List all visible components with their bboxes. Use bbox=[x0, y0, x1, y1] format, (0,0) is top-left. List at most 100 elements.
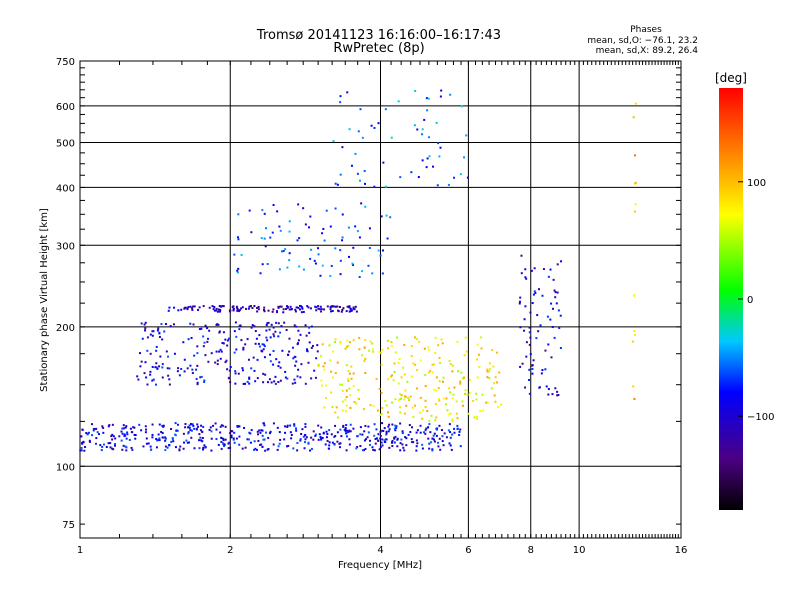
data-point bbox=[441, 435, 444, 438]
data-point bbox=[92, 428, 95, 431]
data-point bbox=[269, 430, 272, 433]
data-point bbox=[230, 429, 233, 432]
data-point bbox=[298, 265, 301, 268]
data-point bbox=[488, 368, 491, 371]
data-point bbox=[202, 335, 205, 338]
data-point bbox=[464, 336, 467, 339]
data-point bbox=[385, 404, 388, 407]
data-point bbox=[409, 395, 412, 398]
data-point bbox=[431, 371, 434, 374]
data-point bbox=[396, 438, 399, 441]
data-point bbox=[364, 371, 367, 374]
data-point bbox=[155, 383, 158, 386]
data-point bbox=[419, 424, 422, 427]
data-point bbox=[156, 439, 159, 442]
data-point bbox=[423, 431, 426, 434]
data-point bbox=[364, 448, 367, 451]
data-point bbox=[400, 438, 403, 441]
data-point bbox=[260, 443, 263, 446]
data-point bbox=[233, 330, 236, 333]
data-point bbox=[352, 306, 355, 309]
data-point bbox=[146, 336, 149, 339]
data-point bbox=[206, 340, 209, 343]
data-point bbox=[260, 349, 263, 352]
data-point bbox=[294, 310, 297, 313]
data-point bbox=[477, 353, 480, 356]
data-point bbox=[268, 328, 271, 331]
data-point bbox=[263, 310, 266, 313]
data-point bbox=[631, 340, 634, 343]
data-point bbox=[161, 338, 164, 341]
data-point bbox=[304, 438, 307, 441]
data-point bbox=[341, 309, 344, 312]
data-point bbox=[201, 436, 204, 439]
data-point bbox=[341, 400, 344, 403]
data-point bbox=[256, 358, 259, 361]
data-point bbox=[140, 360, 143, 363]
data-point bbox=[254, 380, 257, 383]
data-point bbox=[427, 136, 430, 139]
data-point bbox=[322, 432, 325, 435]
data-point bbox=[259, 431, 262, 434]
data-point bbox=[229, 381, 232, 384]
data-point bbox=[463, 354, 466, 357]
data-point bbox=[267, 321, 270, 324]
data-point bbox=[220, 350, 223, 353]
data-point bbox=[320, 308, 323, 311]
data-point bbox=[236, 269, 239, 272]
data-point bbox=[488, 362, 491, 365]
data-point bbox=[253, 325, 256, 328]
data-point bbox=[266, 381, 269, 384]
data-point bbox=[339, 273, 342, 276]
data-point bbox=[172, 440, 175, 443]
data-point bbox=[220, 436, 223, 439]
data-point bbox=[383, 427, 386, 430]
data-point bbox=[334, 434, 337, 437]
data-point bbox=[149, 445, 152, 448]
data-point bbox=[145, 428, 148, 431]
data-point bbox=[144, 361, 147, 364]
data-point bbox=[391, 441, 394, 444]
data-point bbox=[249, 441, 252, 444]
data-point bbox=[363, 439, 366, 442]
data-point bbox=[182, 341, 185, 344]
data-point bbox=[449, 391, 452, 394]
data-point bbox=[377, 433, 380, 436]
data-point bbox=[222, 305, 225, 308]
data-point bbox=[295, 360, 298, 363]
data-point bbox=[266, 339, 269, 342]
data-point bbox=[345, 449, 348, 452]
data-point bbox=[427, 346, 430, 349]
data-point bbox=[250, 429, 253, 432]
data-point bbox=[398, 406, 401, 409]
data-point bbox=[191, 308, 194, 311]
data-point bbox=[203, 444, 206, 447]
data-point bbox=[189, 429, 192, 432]
data-point bbox=[306, 305, 309, 308]
data-point bbox=[632, 385, 635, 388]
data-point bbox=[218, 350, 221, 353]
data-point bbox=[528, 343, 531, 346]
data-point bbox=[277, 445, 280, 448]
data-point bbox=[531, 364, 534, 367]
data-point bbox=[518, 300, 521, 303]
data-point bbox=[149, 370, 152, 373]
data-point bbox=[246, 438, 249, 441]
data-point bbox=[328, 344, 331, 347]
data-point bbox=[190, 436, 193, 439]
data-point bbox=[218, 305, 221, 308]
data-point bbox=[167, 355, 170, 358]
data-point bbox=[377, 122, 380, 125]
data-point bbox=[415, 445, 418, 448]
data-point bbox=[442, 444, 445, 447]
data-point bbox=[547, 393, 550, 396]
data-point bbox=[155, 438, 158, 441]
data-point bbox=[131, 448, 134, 451]
data-point bbox=[189, 322, 192, 325]
data-point bbox=[139, 365, 142, 368]
data-point bbox=[425, 97, 428, 100]
data-point bbox=[375, 437, 378, 440]
data-point bbox=[336, 431, 339, 434]
data-point bbox=[493, 394, 496, 397]
data-point bbox=[533, 267, 536, 270]
